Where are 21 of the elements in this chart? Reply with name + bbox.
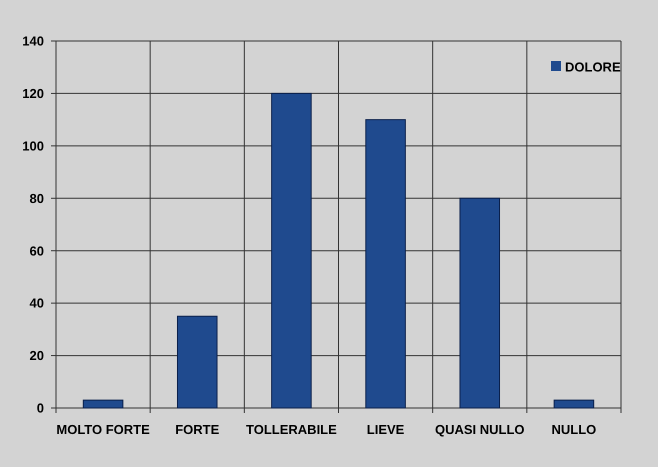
y-tick-label: 0 xyxy=(36,400,44,416)
y-tick-label: 140 xyxy=(22,34,44,49)
y-tick-label: 100 xyxy=(22,138,44,154)
bar xyxy=(271,92,312,408)
y-tick-label: 40 xyxy=(30,296,44,311)
x-tick-label: TOLLERABILE xyxy=(246,422,338,437)
y-tick-label: 20 xyxy=(30,348,44,364)
x-tick-label: QUASI NULLO xyxy=(434,422,525,437)
bar xyxy=(82,400,124,408)
bar xyxy=(459,198,500,408)
x-tick-label: NULLO xyxy=(552,422,596,437)
x-tick-label: LIEVE xyxy=(366,422,405,437)
y-tick-label: 60 xyxy=(30,243,44,258)
x-tick-label: MOLTO FORTE xyxy=(56,422,150,437)
x-tick-label: FORTE xyxy=(175,422,220,437)
y-tick-label: 120 xyxy=(22,86,44,101)
y-tick-label: 80 xyxy=(30,190,44,206)
bar xyxy=(554,400,594,408)
bar xyxy=(176,316,218,408)
bar xyxy=(365,119,406,408)
legend-label: DOLORE xyxy=(565,60,621,75)
